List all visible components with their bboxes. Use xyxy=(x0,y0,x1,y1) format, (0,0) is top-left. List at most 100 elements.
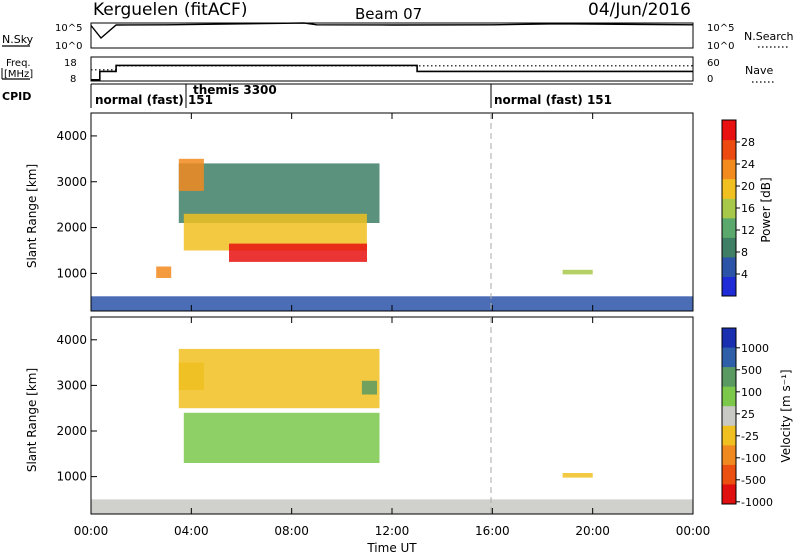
velocity-ytick-label-2: 3000 xyxy=(56,378,87,392)
nave-label: Nave xyxy=(745,64,773,77)
power-panel: Slant Range [km] 1000 2000 3000 4000 xyxy=(25,112,694,312)
power-region-2 xyxy=(229,243,367,262)
velocity-swatch-4 xyxy=(722,406,736,427)
power-yaxis: 1000 2000 3000 4000 xyxy=(56,129,97,280)
power-ylabel: Slant Range [km] xyxy=(25,164,39,268)
power-region-3 xyxy=(178,158,204,191)
power-cbar-tick-label-5: 24 xyxy=(741,158,755,171)
time-tick-label-1: 04:00 xyxy=(174,524,209,538)
power-swatch-7 xyxy=(722,139,736,160)
time-tick-label-4: 16:00 xyxy=(475,524,510,538)
velocity-swatch-2 xyxy=(722,367,736,388)
power-region-4 xyxy=(156,266,172,278)
velocity-swatch-7 xyxy=(722,464,736,485)
velocity-cbar-tick-label-3: 25 xyxy=(741,408,755,421)
power-region-0 xyxy=(178,163,380,223)
cpid-segment-1: normal (fast) 151 xyxy=(95,93,213,107)
date-title: 04/Jun/2016 xyxy=(588,0,691,20)
velocity-yaxis: 1000 2000 3000 4000 xyxy=(56,333,97,484)
power-swatch-1 xyxy=(722,256,736,277)
velocity-data-layer xyxy=(91,348,693,514)
power-cbar-tick-label-4: 20 xyxy=(741,180,755,193)
time-tick-label-2: 08:00 xyxy=(274,524,309,538)
nave-tick-bottom: 0 xyxy=(707,74,713,85)
velocity-ylabel: Slant Range [km] xyxy=(25,368,39,472)
velocity-region-0 xyxy=(178,348,380,409)
time-tick-label-0: 00:00 xyxy=(74,524,109,538)
power-cbar-tick-label-0: 4 xyxy=(741,268,748,281)
velocity-region-3 xyxy=(361,380,377,395)
velocity-swatch-6 xyxy=(722,445,736,466)
power-colorbar: 4 8 12 16 20 24 28 Power [dB] xyxy=(721,119,773,297)
beam-title: Beam 07 xyxy=(355,5,422,23)
power-swatch-8 xyxy=(722,120,736,141)
velocity-cbar-tick-label-7: -1000 xyxy=(741,496,773,509)
power-colorbar-ticks: 4 8 12 16 20 24 28 xyxy=(736,136,755,281)
freq-frame xyxy=(90,56,694,82)
power-region-6 xyxy=(562,269,593,275)
velocity-panel: Slant Range [km] 1000 2000 3000 4000 xyxy=(25,316,694,515)
power-data-layer xyxy=(91,158,693,311)
velocity-cbar-tick-label-0: 1000 xyxy=(741,342,769,355)
velocity-region-4 xyxy=(91,499,693,514)
velocity-ytick-label-3: 4000 xyxy=(56,333,87,347)
nsearch-tick-bottom: 10^0 xyxy=(707,41,734,52)
nsearch-label: N.Search xyxy=(744,30,794,43)
freq-tick-top: 18 xyxy=(64,58,77,69)
nave-tick-top: 60 xyxy=(707,58,720,69)
power-swatch-3 xyxy=(722,217,736,238)
power-cbar-tick-label-6: 28 xyxy=(741,136,755,149)
velocity-swatch-5 xyxy=(722,425,736,446)
freq-panel: Freq. [MHz] 18 8 60 0 Nave xyxy=(1,56,775,85)
velocity-colorbar-ticks: 1000 500 100 25 -25 -100 -500 -1000 xyxy=(736,342,773,509)
velocity-frame xyxy=(90,316,694,515)
velocity-cbar-tick-label-2: 100 xyxy=(741,386,762,399)
time-tick-label-3: 12:00 xyxy=(375,524,410,538)
power-ytick-label-3: 4000 xyxy=(56,129,87,143)
nsky-tick-bottom: 10^0 xyxy=(55,41,82,52)
time-tick-label-5: 20:00 xyxy=(575,524,610,538)
nsearch-tick-top: 10^5 xyxy=(707,23,734,34)
velocity-swatch-8 xyxy=(722,484,736,505)
cpid-label: CPID xyxy=(2,90,31,103)
power-swatch-6 xyxy=(722,159,736,180)
velocity-swatch-0 xyxy=(722,328,736,349)
velocity-cbar-tick-label-6: -500 xyxy=(741,474,766,487)
power-swatch-0 xyxy=(722,276,736,297)
nsky-label: N.Sky xyxy=(2,33,34,46)
cpid-segment-2: themis 3300 xyxy=(193,83,277,97)
power-ytick-label-2: 3000 xyxy=(56,175,87,189)
power-colorbar-swatches xyxy=(722,120,736,297)
cpid-panel: CPID normal (fast) 151 themis 3300 norma… xyxy=(2,83,693,108)
velocity-cbar-tick-label-4: -25 xyxy=(741,430,759,443)
velocity-swatch-3 xyxy=(722,386,736,407)
power-cbar-tick-label-2: 12 xyxy=(741,224,755,237)
nave-series xyxy=(91,65,693,71)
velocity-region-2 xyxy=(178,362,204,390)
velocity-colorbar-label: Velocity [m s⁻¹] xyxy=(779,369,793,462)
nsky-series xyxy=(90,22,694,40)
velocity-colorbar: 1000 500 100 25 -25 -100 -500 -1000 Velocity [m… xyxy=(721,327,793,509)
velocity-swatch-1 xyxy=(722,347,736,368)
cpid-segment-3: normal (fast) 151 xyxy=(494,93,612,107)
freq-tick-bottom: 8 xyxy=(70,74,76,85)
power-cbar-tick-label-1: 8 xyxy=(741,246,748,259)
freq-series xyxy=(91,64,693,81)
velocity-region-1 xyxy=(183,412,380,463)
power-cbar-tick-label-3: 16 xyxy=(741,202,755,215)
velocity-colorbar-frame xyxy=(721,327,737,505)
power-ytick-label-1: 2000 xyxy=(56,221,87,235)
velocity-ytick-label-0: 1000 xyxy=(56,470,87,484)
power-swatch-5 xyxy=(722,178,736,199)
nsky-panel: N.Sky 10^5 10^0 10^5 10^0 N.Search xyxy=(2,22,794,52)
power-swatch-4 xyxy=(722,198,736,219)
time-tick-label-6: 00:00 xyxy=(676,524,711,538)
nsky-frame xyxy=(90,22,694,49)
velocity-ytick-label-1: 2000 xyxy=(56,424,87,438)
power-ytick-label-0: 1000 xyxy=(56,266,87,280)
nsky-tick-top: 10^5 xyxy=(55,23,82,34)
velocity-cbar-tick-label-1: 500 xyxy=(741,364,762,377)
velocity-colorbar-swatches xyxy=(722,328,736,505)
